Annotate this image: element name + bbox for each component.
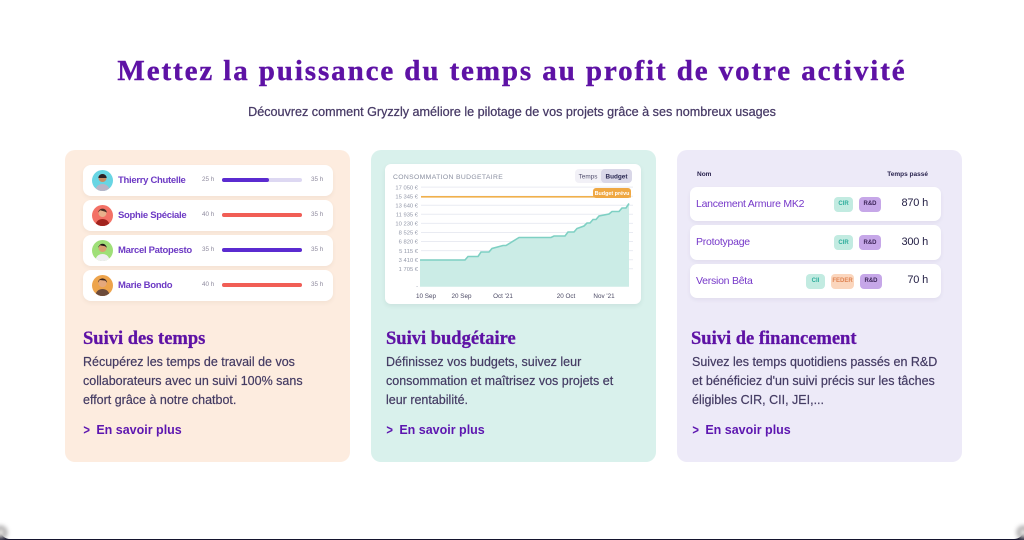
svg-text:10 Sep: 10 Sep: [416, 293, 436, 300]
svg-text:20 Oct: 20 Oct: [557, 293, 576, 300]
svg-text:Budget: Budget: [605, 173, 628, 180]
svg-text:-: -: [416, 284, 418, 290]
svg-text:8 525 €: 8 525 €: [399, 231, 419, 237]
svg-text:Nov '21: Nov '21: [593, 293, 615, 300]
svg-text:1 705 €: 1 705 €: [399, 267, 419, 273]
svg-text:6 820 €: 6 820 €: [399, 240, 419, 246]
svg-text:20 Sep: 20 Sep: [452, 293, 472, 300]
svg-text:13 640 €: 13 640 €: [395, 203, 418, 209]
svg-text:CONSOMMATION BUDGETAIRE: CONSOMMATION BUDGETAIRE: [393, 174, 503, 181]
svg-text:Temps: Temps: [579, 173, 598, 180]
svg-text:17 050 €: 17 050 €: [395, 185, 418, 191]
svg-text:15 345 €: 15 345 €: [395, 194, 418, 200]
svg-text:5 115 €: 5 115 €: [399, 249, 419, 255]
svg-text:10 230 €: 10 230 €: [395, 222, 418, 228]
svg-text:3 410 €: 3 410 €: [399, 258, 419, 264]
svg-text:Budget prévu: Budget prévu: [595, 191, 630, 197]
svg-text:Oct '21: Oct '21: [493, 293, 513, 300]
svg-text:11 935 €: 11 935 €: [396, 213, 419, 219]
